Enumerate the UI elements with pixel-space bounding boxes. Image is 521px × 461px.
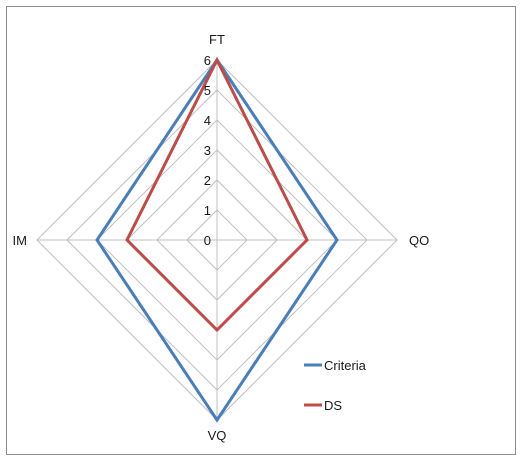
axis-label-im: IM <box>13 233 27 248</box>
tick-label: 6 <box>204 53 211 68</box>
legend-label-ds: DS <box>324 398 342 413</box>
tick-label: 2 <box>204 173 211 188</box>
chart-area <box>6 6 516 455</box>
axis-label-qo: QO <box>409 233 429 248</box>
axis-label-vq: VQ <box>208 428 227 443</box>
series-line-criteria <box>95 57 339 423</box>
tick-labels: 0 1 2 3 4 5 6 <box>204 53 211 248</box>
series-line-ds <box>125 56 309 333</box>
radar-series <box>95 56 339 423</box>
tick-label: 5 <box>204 83 211 98</box>
legend: Criteria DS <box>304 358 367 413</box>
tick-label: 3 <box>204 143 211 158</box>
tick-label: 4 <box>204 113 211 128</box>
legend-label-criteria: Criteria <box>324 358 367 373</box>
axis-label-ft: FT <box>209 32 225 47</box>
axis-labels: FT QO VQ IM <box>13 32 430 443</box>
tick-label: 0 <box>204 233 211 248</box>
tick-label: 1 <box>204 203 211 218</box>
